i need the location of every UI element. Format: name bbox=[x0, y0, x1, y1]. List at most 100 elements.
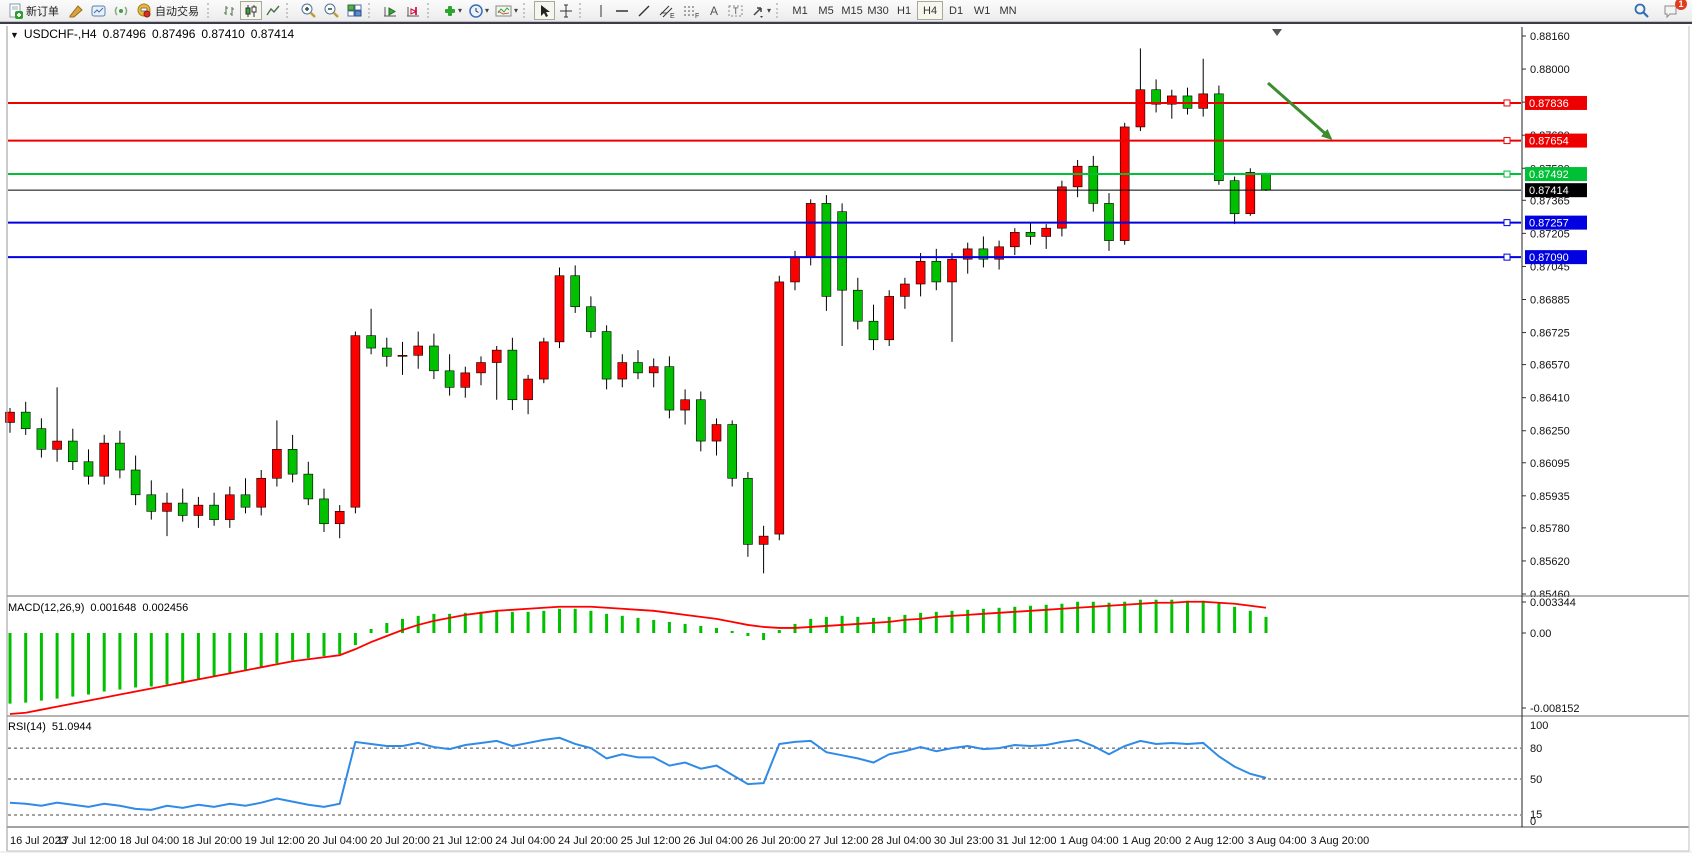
level-handle[interactable] bbox=[1503, 219, 1511, 227]
arrow-annotation-head bbox=[1321, 129, 1333, 140]
chart-shift-marker[interactable] bbox=[1272, 29, 1282, 36]
main-toolbar: 新订单 自动交易 bbox=[0, 0, 1692, 22]
level-handle[interactable] bbox=[1503, 99, 1511, 107]
candle-body bbox=[931, 260, 942, 283]
auto-scroll-button[interactable] bbox=[379, 1, 402, 20]
price-axis-label: 0.86725 bbox=[1530, 328, 1570, 340]
search-button[interactable] bbox=[1630, 1, 1653, 20]
candle-body bbox=[99, 442, 109, 477]
clock-icon bbox=[469, 3, 483, 18]
text-label-button[interactable]: T bbox=[724, 1, 747, 20]
cursor-button[interactable] bbox=[534, 1, 556, 20]
crayon-button[interactable] bbox=[65, 1, 87, 20]
candle-body bbox=[774, 281, 785, 535]
new-order-label: 新订单 bbox=[26, 5, 59, 18]
timeframe-button-mn[interactable]: MN bbox=[999, 4, 1017, 17]
chart-window[interactable]: 0.881600.880000.878400.876800.875200.873… bbox=[0, 22, 1692, 853]
timeframe-button-m30[interactable]: M30 bbox=[867, 4, 889, 17]
text-button[interactable]: A bbox=[703, 1, 724, 20]
candle-body bbox=[900, 283, 910, 297]
vertical-line-icon bbox=[600, 4, 602, 17]
search-icon bbox=[1634, 3, 1649, 18]
periods-button[interactable]: ▾ bbox=[465, 1, 492, 20]
timeframe-button-m1[interactable]: M1 bbox=[792, 4, 808, 17]
rsi-line bbox=[9, 736, 1267, 811]
timeframe-button-h4[interactable]: H4 bbox=[917, 1, 944, 20]
time-axis-label: 20 Jul 20:00 bbox=[370, 835, 430, 847]
macd-signal-line bbox=[9, 600, 1267, 715]
market-window-button[interactable] bbox=[87, 1, 110, 20]
candle-body bbox=[476, 362, 486, 374]
fibonacci-button[interactable]: F bbox=[679, 1, 703, 20]
candle-body bbox=[162, 502, 172, 512]
candle-body bbox=[601, 331, 612, 380]
price-axis-label: 0.86410 bbox=[1530, 393, 1570, 405]
vertical-line-button[interactable] bbox=[590, 1, 611, 20]
arrow-annotation[interactable] bbox=[1267, 81, 1329, 138]
equidistant-channel-icon: E bbox=[659, 5, 675, 19]
notification-badge: 1 bbox=[1675, 0, 1687, 10]
time-axis-label: 20 Jul 04:00 bbox=[307, 835, 367, 847]
price-axis-label: 0.88160 bbox=[1530, 31, 1570, 43]
candle-body bbox=[491, 349, 502, 363]
time-axis-label: 24 Jul 04:00 bbox=[495, 835, 555, 847]
level-handle[interactable] bbox=[1503, 253, 1511, 261]
tile-windows-button[interactable] bbox=[343, 1, 366, 20]
candle-body bbox=[177, 502, 188, 516]
price-level-box bbox=[1525, 215, 1587, 230]
templates-button[interactable]: ▾ bbox=[492, 1, 521, 20]
rsi-axis-label: 50 bbox=[1530, 774, 1542, 786]
time-axis-label: 30 Jul 23:00 bbox=[934, 835, 994, 847]
level-handle[interactable] bbox=[1503, 170, 1511, 178]
zoom-in-button[interactable] bbox=[297, 1, 320, 20]
chevron-down-icon: ▾ bbox=[767, 6, 772, 15]
rsi-axis-label: 80 bbox=[1530, 743, 1542, 755]
signals-button[interactable] bbox=[110, 1, 133, 20]
timeframe-button-w1[interactable]: W1 bbox=[973, 4, 991, 17]
candle-body bbox=[115, 442, 125, 471]
indicators-button[interactable]: ▾ bbox=[438, 1, 465, 20]
level-handle[interactable] bbox=[1503, 137, 1511, 145]
timeframe-button-m5[interactable]: M5 bbox=[818, 4, 834, 17]
equidistant-channel-button[interactable]: E bbox=[655, 1, 679, 20]
line-chart-button[interactable] bbox=[262, 1, 284, 20]
candle-body bbox=[68, 440, 78, 463]
candle-body bbox=[837, 211, 847, 291]
macd-axis-label: 0.00 bbox=[1530, 628, 1551, 640]
chevron-down-icon: ▾ bbox=[458, 6, 463, 15]
trendline-button[interactable] bbox=[633, 1, 655, 20]
autotrading-button[interactable]: 自动交易 bbox=[133, 1, 205, 20]
svg-text:F: F bbox=[695, 13, 699, 19]
notifications-button[interactable]: 1 bbox=[1659, 0, 1687, 20]
timeframe-button-d1[interactable]: D1 bbox=[949, 4, 964, 17]
candle-body bbox=[790, 256, 800, 283]
candle-body bbox=[1151, 89, 1161, 105]
crosshair-button[interactable] bbox=[555, 1, 577, 20]
bar-chart-icon bbox=[224, 5, 234, 16]
candle-body bbox=[1009, 232, 1020, 248]
time-axis-label: 26 Jul 20:00 bbox=[746, 835, 806, 847]
candle-body bbox=[334, 511, 345, 525]
chart-shift-button[interactable] bbox=[402, 1, 425, 20]
price-axis-label: 0.87205 bbox=[1530, 228, 1570, 240]
candle-body bbox=[947, 258, 957, 283]
horizontal-line-button[interactable] bbox=[611, 1, 633, 20]
timeframe-button-h1[interactable]: H1 bbox=[897, 4, 912, 17]
zoom-out-button[interactable] bbox=[320, 1, 343, 20]
time-axis-label: 18 Jul 04:00 bbox=[119, 835, 179, 847]
candle-body bbox=[570, 275, 581, 308]
candle-body bbox=[1041, 227, 1051, 237]
arrows-button[interactable]: ▾ bbox=[747, 1, 774, 20]
text-icon: A bbox=[710, 4, 718, 18]
bar-chart-button[interactable] bbox=[218, 1, 240, 20]
chart-canvas[interactable]: 0.881600.880000.878400.876800.875200.873… bbox=[0, 24, 1692, 853]
candle-body bbox=[978, 248, 989, 260]
candle-body bbox=[633, 362, 643, 374]
new-order-button[interactable]: 新订单 bbox=[4, 1, 65, 20]
candlestick-chart-button[interactable] bbox=[240, 1, 262, 20]
price-level-box bbox=[1525, 250, 1587, 265]
candle-body bbox=[460, 372, 471, 388]
autotrading-label: 自动交易 bbox=[155, 5, 199, 18]
chevron-down-icon: ▾ bbox=[485, 6, 490, 15]
timeframe-button-m15[interactable]: M15 bbox=[841, 4, 863, 17]
